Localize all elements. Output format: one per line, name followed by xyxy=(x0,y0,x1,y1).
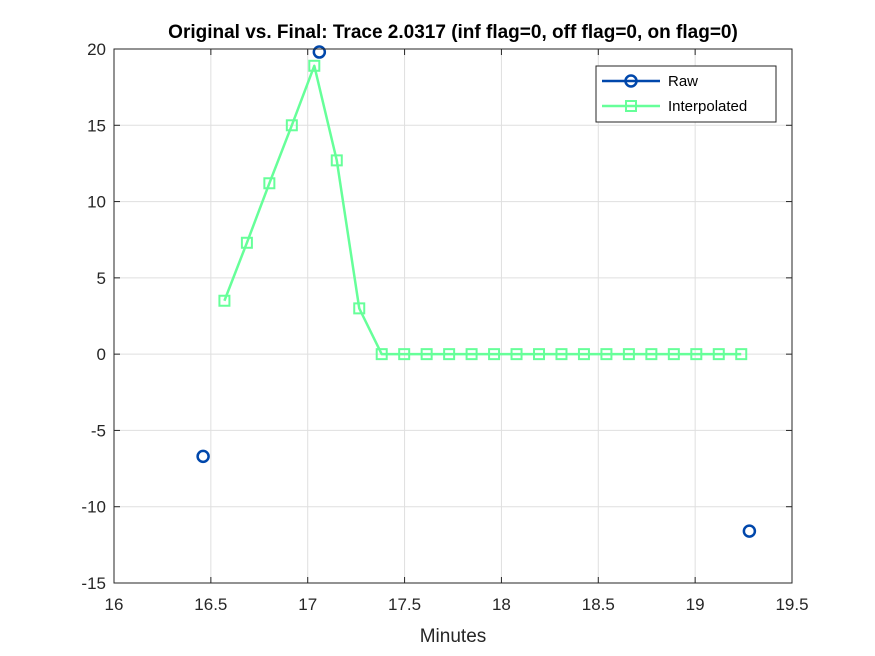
interpolated-data-point xyxy=(263,177,276,190)
legend: Raw Interpolated xyxy=(595,65,777,123)
interpolated-data-point xyxy=(735,348,748,361)
y-tick-label: -15 xyxy=(81,574,106,593)
y-tick-label: 5 xyxy=(97,269,106,288)
interpolated-data-point xyxy=(285,119,298,132)
interpolated-data-point xyxy=(308,59,321,72)
interpolated-data-point xyxy=(240,236,253,249)
plot-frame xyxy=(113,48,793,584)
interpolated-data-point xyxy=(420,348,433,361)
x-tick-label: 19.5 xyxy=(775,595,808,614)
x-axis-label: Minutes xyxy=(420,626,487,647)
raw-data-point xyxy=(742,524,757,538)
plot-area xyxy=(114,49,792,583)
interpolated-data-point xyxy=(330,154,343,167)
x-tick-label: 17 xyxy=(298,595,317,614)
x-tick-label: 18.5 xyxy=(582,595,615,614)
legend-interpolated-label: Interpolated xyxy=(668,98,747,115)
interpolated-data-point xyxy=(690,348,703,361)
legend-interpolated-marker xyxy=(625,100,637,112)
interpolated-data-point xyxy=(645,348,658,361)
interpolated-data-point xyxy=(712,348,725,361)
interpolated-series-line xyxy=(223,64,742,356)
interpolated-data-point xyxy=(488,348,501,361)
y-tick-label: -5 xyxy=(91,421,106,440)
y-tick-label: 10 xyxy=(87,193,106,212)
interpolated-data-point xyxy=(533,348,546,361)
grid-lines xyxy=(113,48,793,584)
interpolated-data-point xyxy=(218,294,231,307)
x-tick-label: 18 xyxy=(492,595,511,614)
chart-title: Original vs. Final: Trace 2.0317 (inf fl… xyxy=(168,22,738,43)
legend-raw-label: Raw xyxy=(668,73,698,90)
legend-raw-marker xyxy=(624,74,638,88)
raw-data-point xyxy=(312,45,327,59)
y-tick-label: 0 xyxy=(97,345,106,364)
interpolated-data-point xyxy=(577,348,590,361)
x-tick-label: 17.5 xyxy=(388,595,421,614)
y-tick-label: 15 xyxy=(87,116,106,135)
x-tick-label: 19 xyxy=(686,595,705,614)
x-tick-label: 16.5 xyxy=(194,595,227,614)
raw-data-point xyxy=(196,449,210,464)
interpolated-data-point xyxy=(353,302,366,315)
interpolated-data-point xyxy=(600,348,613,361)
interpolated-data-point xyxy=(443,348,456,361)
axis-ticks: 16 16.5 17 17.5 18 18.5 19 19.5 -15 -10 -5 0 5 10 15 20 xyxy=(81,40,808,614)
interpolated-data-point xyxy=(398,348,411,361)
interpolated-data-point xyxy=(667,348,680,361)
interpolated-data-point xyxy=(510,348,523,361)
legend-box xyxy=(595,65,777,123)
interpolated-data-point xyxy=(555,348,568,361)
y-tick-label: 20 xyxy=(87,40,106,59)
x-tick-label: 16 xyxy=(105,595,124,614)
y-tick-label: -10 xyxy=(81,498,106,517)
interpolated-data-point xyxy=(465,348,478,361)
interpolated-data-point xyxy=(375,348,388,361)
interpolated-data-point xyxy=(622,348,635,361)
series-layer xyxy=(196,45,757,538)
